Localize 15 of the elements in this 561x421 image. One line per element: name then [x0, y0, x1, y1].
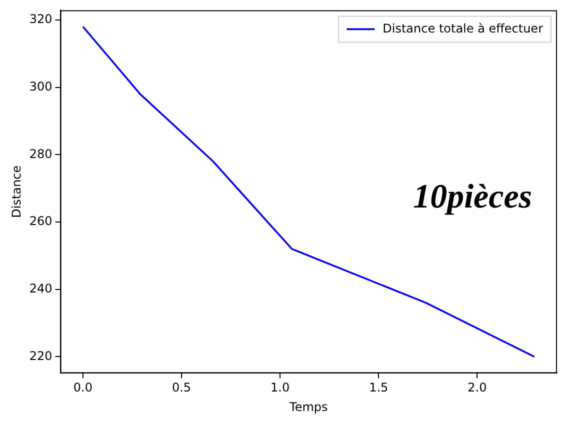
y-tick-label: 280: [29, 146, 52, 161]
x-tick-label: 0.0: [73, 380, 93, 395]
x-axis-title: Temps: [288, 400, 328, 414]
x-tick-label: 1.5: [369, 380, 388, 395]
y-tick-label: 300: [29, 79, 52, 94]
x-tick-label: 2.0: [468, 380, 487, 395]
y-tick-label: 240: [29, 281, 52, 296]
x-tick-label: 0.5: [172, 380, 192, 395]
x-tick-label: 1.0: [270, 380, 290, 395]
y-tick-label: 260: [29, 214, 52, 228]
annotation: 10pièces: [413, 178, 532, 216]
y-tick-label: 320: [29, 12, 52, 26]
y-axis-title: Distance: [9, 165, 24, 218]
legend-label: Distance totale à effectuer: [382, 21, 544, 36]
y-tick-label: 220: [29, 348, 52, 363]
